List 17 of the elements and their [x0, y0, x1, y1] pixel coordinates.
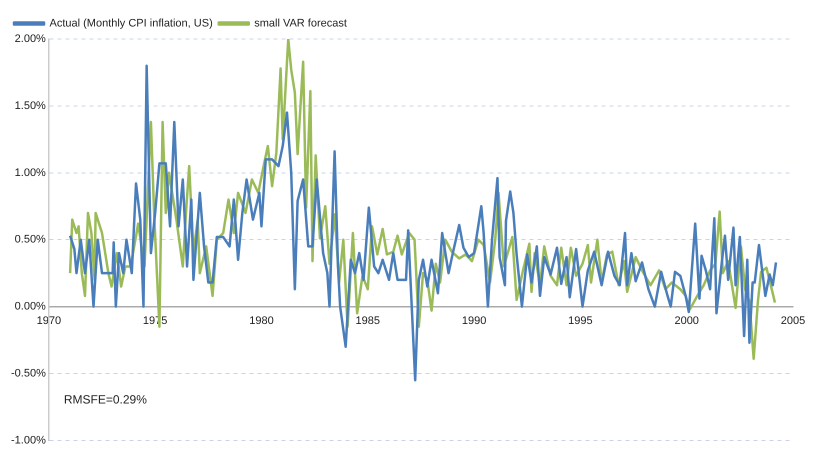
annotation: RMSFE=0.29% [64, 392, 148, 407]
y-tick-label: 2.00% [14, 33, 46, 46]
x-tick-label: 1985 [356, 315, 380, 328]
y-tick-label: -0.50% [10, 368, 46, 380]
legend-label: small VAR forecast [254, 18, 347, 30]
y-tick-label: 0.00% [14, 300, 46, 313]
x-tick-label: 2000 [674, 315, 699, 328]
y-tick-label: 0.50% [14, 234, 46, 246]
x-tick-label: 1970 [36, 315, 62, 328]
x-tick-label: 2005 [780, 315, 806, 328]
y-tick-label: 1.50% [14, 100, 46, 112]
y-tick-label: -1.00% [10, 434, 46, 446]
y-tick-label: 1.00% [14, 166, 46, 179]
x-tick-label: 1980 [249, 315, 274, 328]
legend-label: Actual (Monthly CPI inflation, US) [50, 18, 213, 30]
x-tick-label: 1990 [462, 315, 486, 328]
x-tick-label: 1995 [568, 315, 593, 328]
